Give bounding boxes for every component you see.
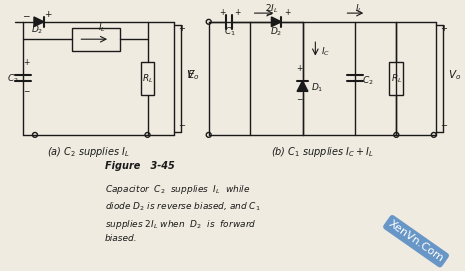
Bar	[389, 62, 403, 95]
Text: Capacitor  $C_2$  supplies  $I_L$  while
diode $D_2$ is reverse biased, and $C_1: Capacitor $C_2$ supplies $I_L$ while dio…	[105, 183, 261, 243]
Text: $V_o$: $V_o$	[448, 68, 461, 82]
Text: $R_L$: $R_L$	[391, 72, 402, 85]
Text: $C_2$: $C_2$	[7, 72, 19, 85]
Text: $-$: $-$	[22, 10, 30, 19]
Polygon shape	[34, 17, 44, 27]
Polygon shape	[272, 17, 281, 27]
Text: $I_L$: $I_L$	[355, 2, 363, 15]
Text: $-$: $-$	[178, 119, 186, 128]
Text: $+$: $+$	[284, 7, 292, 17]
Text: $-$: $-$	[296, 93, 303, 103]
Text: $+$: $+$	[178, 22, 186, 33]
Text: $V_o$: $V_o$	[186, 68, 199, 82]
Bar	[73, 28, 120, 51]
Text: $C_1$: $C_1$	[224, 25, 235, 38]
Text: $2I_L$: $2I_L$	[265, 2, 278, 15]
Text: $+$: $+$	[45, 9, 53, 19]
Text: $+$: $+$	[234, 7, 242, 17]
Text: $-$: $-$	[440, 119, 448, 128]
Text: $E$: $E$	[187, 68, 196, 80]
Text: XenVn.Com: XenVn.Com	[386, 218, 445, 264]
Text: $-$: $-$	[265, 8, 272, 17]
Polygon shape	[297, 81, 308, 91]
Text: $I_L$: $I_L$	[98, 21, 106, 34]
Text: (b) $C_1$ supplies $I_C + I_L$: (b) $C_1$ supplies $I_C + I_L$	[271, 145, 374, 159]
Text: $+$: $+$	[23, 57, 31, 67]
Text: (a) $C_2$ supplies $I_L$: (a) $C_2$ supplies $I_L$	[47, 145, 130, 159]
Text: $R_L$: $R_L$	[142, 72, 153, 85]
Text: $+$: $+$	[440, 22, 448, 33]
Text: $C_2$: $C_2$	[362, 74, 373, 87]
Text: $+$: $+$	[296, 63, 303, 73]
Text: $D_2$: $D_2$	[270, 25, 283, 38]
Text: $-$: $-$	[23, 85, 31, 94]
Text: $+$: $+$	[219, 7, 226, 17]
Bar	[140, 62, 154, 95]
Text: Figure   3-45: Figure 3-45	[105, 161, 175, 171]
Text: $D_2$: $D_2$	[31, 23, 43, 36]
Text: $D_1$: $D_1$	[312, 82, 324, 94]
Text: $I_C$: $I_C$	[321, 46, 330, 58]
